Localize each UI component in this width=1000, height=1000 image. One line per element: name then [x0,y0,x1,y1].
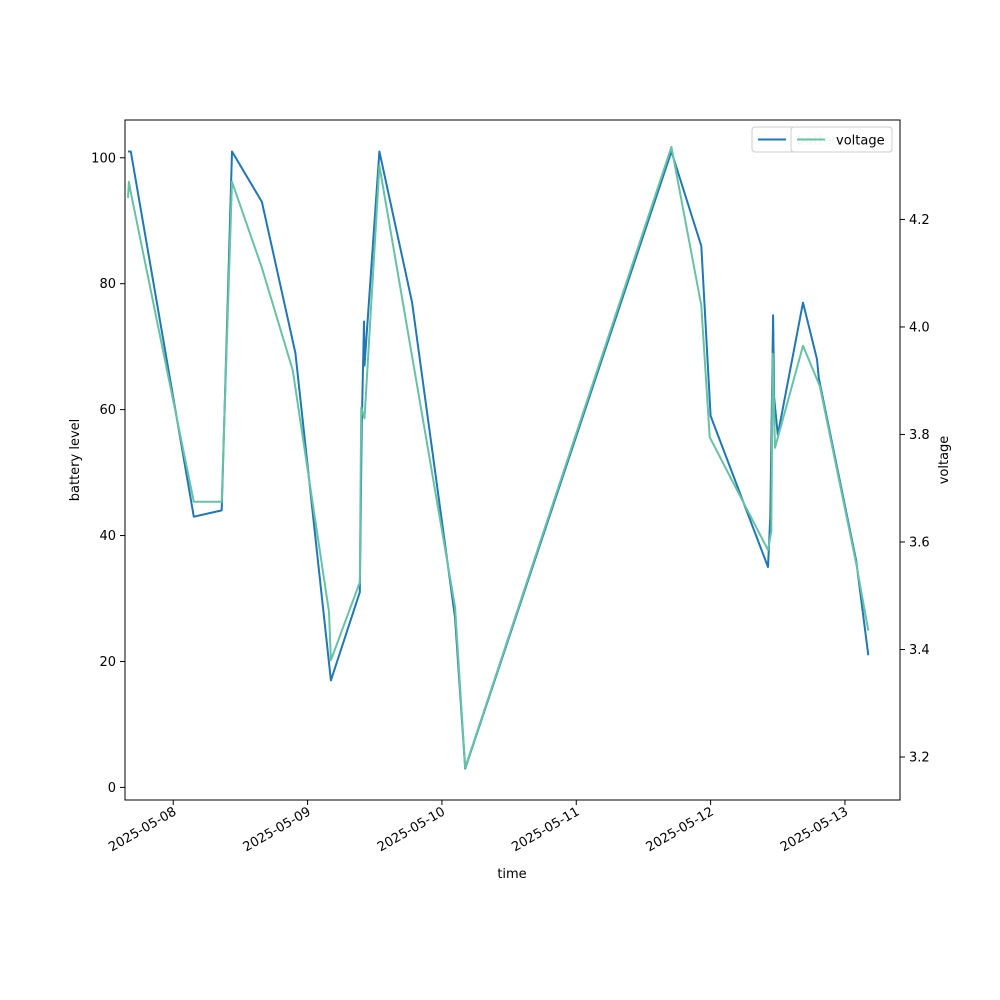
x-tick-label-2025-05-11: 2025-05-11 [509,804,582,855]
y2-tick-label-3.4: 3.4 [909,643,930,658]
y-tick-label-80: 80 [99,277,116,292]
axes: 2025-05-08 2025-05-09 2025-05-10 2025-05-11… [91,119,930,855]
plot-area [127,145,870,770]
y-axis-label: battery level [68,419,83,502]
x-tick-label-2025-05-12: 2025-05-12 [644,804,717,855]
y2-tick-label-3.2: 3.2 [909,750,930,765]
x-axis-label: time [497,867,526,882]
legend: batteryvoltage [751,126,893,153]
y-tick-label-60: 60 [99,403,116,418]
x-tick-label-2025-05-13: 2025-05-13 [778,804,851,855]
x-tick-label-2025-05-10: 2025-05-10 [375,804,448,855]
y-tick-label-0: 0 [108,781,116,796]
axes-frame [124,119,901,801]
x-tick-label-2025-05-09: 2025-05-09 [241,804,314,855]
legend-box-2: voltage [790,126,893,153]
y-tick-label-100: 100 [91,151,116,166]
series-line-voltage [127,145,870,769]
y-tick-label-20: 20 [99,655,116,670]
legend-frame [790,126,893,153]
legend-label-voltage: voltage [836,134,885,149]
y-tick-label-40: 40 [99,529,116,544]
x-tick-label-2025-05-08: 2025-05-08 [106,804,179,855]
y2-tick-label-3.8: 3.8 [909,428,930,443]
y2-tick-label-3.6: 3.6 [909,535,930,550]
y2-tick-label-4.0: 4.0 [909,320,930,335]
series-line-battery [128,150,870,770]
y2-axis-label: voltage [937,436,952,485]
y2-tick-label-4.2: 4.2 [909,213,930,228]
